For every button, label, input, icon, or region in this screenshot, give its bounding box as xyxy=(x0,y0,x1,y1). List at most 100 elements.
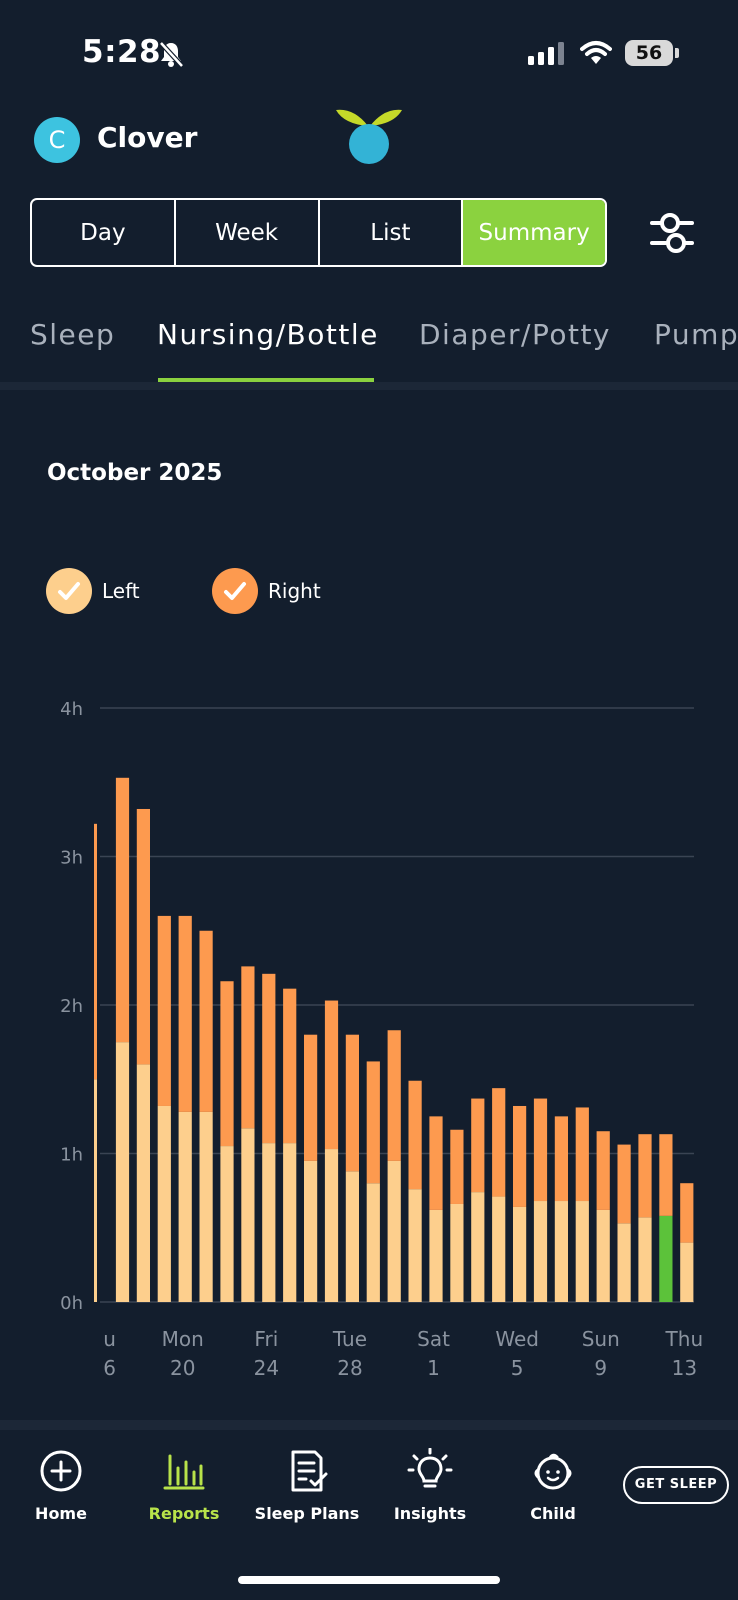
x-tick-date: 20 xyxy=(170,1356,195,1380)
nav-reports-label: Reports xyxy=(148,1504,220,1523)
bar-left xyxy=(262,1143,276,1302)
bar-left xyxy=(178,1111,192,1302)
y-tick-label: 4h xyxy=(60,700,83,720)
tab-sleep[interactable]: Sleep xyxy=(30,318,116,351)
bar-right xyxy=(471,1098,485,1193)
check-icon xyxy=(224,582,246,600)
x-tick-date: 5 xyxy=(511,1356,524,1380)
segment-day[interactable]: Day xyxy=(32,200,176,265)
bar-right xyxy=(199,930,213,1112)
bar-right xyxy=(157,915,171,1106)
get-sleep-button[interactable]: GET SLEEP xyxy=(623,1466,729,1504)
nav-reports[interactable]: Reports xyxy=(124,1448,244,1523)
segment-week[interactable]: Week xyxy=(176,200,320,265)
bar-right xyxy=(220,981,234,1147)
bar-right xyxy=(136,808,150,1065)
nav-divider xyxy=(0,1420,738,1430)
status-time: 5:28 xyxy=(82,34,162,70)
y-tick-label: 3h xyxy=(60,848,83,869)
y-tick-label: 1h xyxy=(60,1145,83,1166)
segment-summary[interactable]: Summary xyxy=(463,200,605,265)
bar-right xyxy=(387,1030,401,1161)
nav-insights-label: Insights xyxy=(393,1504,467,1523)
reports-icon xyxy=(163,1454,205,1490)
x-tick-date: 6 xyxy=(103,1356,116,1380)
x-tick-day: Sat xyxy=(417,1327,450,1351)
bar-left xyxy=(136,1064,150,1302)
bar-right xyxy=(366,1061,380,1184)
child-avatar[interactable]: C xyxy=(34,117,80,163)
wifi-icon xyxy=(580,41,612,64)
x-tick-day: u xyxy=(103,1327,116,1351)
bar-right xyxy=(513,1105,527,1207)
x-tick-date: 1 xyxy=(427,1356,440,1380)
bar-left xyxy=(617,1223,631,1302)
bar-right xyxy=(450,1129,464,1204)
bar-left xyxy=(387,1160,401,1302)
bar-left xyxy=(680,1242,694,1302)
bar-right xyxy=(617,1144,631,1224)
bar-left xyxy=(492,1196,506,1302)
bar-right xyxy=(596,1131,610,1210)
bar-left xyxy=(324,1149,339,1302)
nav-sleep-plans-label: Sleep Plans xyxy=(254,1504,360,1523)
nav-insights[interactable]: Insights xyxy=(370,1447,490,1523)
bar-right xyxy=(178,915,192,1112)
bar-left xyxy=(429,1209,443,1302)
bar-right xyxy=(659,1134,673,1216)
bar-right xyxy=(429,1116,443,1210)
bar-left xyxy=(241,1128,255,1302)
month-label: October 2025 xyxy=(47,460,223,486)
bar-left xyxy=(345,1171,359,1302)
bar-left xyxy=(513,1206,527,1302)
check-icon xyxy=(58,582,80,600)
nav-home[interactable]: Home xyxy=(1,1448,121,1523)
x-tick-day: Mon xyxy=(162,1327,204,1351)
x-tick-day: Fri xyxy=(254,1327,278,1351)
child-name[interactable]: Clover xyxy=(97,121,198,154)
segment-list[interactable]: List xyxy=(320,200,464,265)
bar-left xyxy=(366,1183,380,1302)
bar-right xyxy=(283,988,297,1144)
bar-right xyxy=(241,966,255,1129)
bell-muted-icon xyxy=(159,41,184,68)
bar-left xyxy=(283,1143,297,1302)
bar-left xyxy=(115,1042,130,1302)
bar-right xyxy=(345,1034,359,1172)
bar-right xyxy=(638,1134,652,1218)
x-tick-date: 9 xyxy=(594,1356,607,1380)
x-tick-date: 13 xyxy=(672,1356,697,1380)
app-logo-icon xyxy=(336,109,402,164)
bar-right xyxy=(115,777,130,1043)
legend-right-toggle[interactable] xyxy=(212,568,258,614)
tab-nursing-bottle[interactable]: Nursing/Bottle xyxy=(157,318,379,351)
bar-right xyxy=(492,1088,506,1197)
tab-pump[interactable]: Pump xyxy=(654,318,738,351)
x-tick-date: 24 xyxy=(254,1356,279,1380)
bar-left xyxy=(94,1079,97,1302)
cellular-signal-icon xyxy=(528,42,564,65)
bar-right xyxy=(304,1034,318,1161)
y-tick-label: 0h xyxy=(60,1293,83,1314)
bar-left xyxy=(554,1201,568,1302)
legend-left-toggle[interactable] xyxy=(46,568,92,614)
bar-right xyxy=(533,1098,548,1202)
bar-left xyxy=(450,1203,464,1302)
bar-right xyxy=(324,1000,339,1150)
bar-right xyxy=(94,823,97,1080)
bar-left xyxy=(638,1217,652,1302)
x-tick-day: Tue xyxy=(332,1327,367,1351)
battery-nub xyxy=(675,48,679,58)
filter-settings-icon[interactable] xyxy=(650,211,696,255)
tab-divider xyxy=(0,382,738,390)
bar-left xyxy=(304,1160,318,1302)
nav-home-label: Home xyxy=(35,1504,87,1523)
nav-sleep-plans[interactable]: Sleep Plans xyxy=(247,1448,367,1523)
view-mode-segmented-control: Day Week List Summary xyxy=(30,198,607,267)
tab-diaper-potty[interactable]: Diaper/Potty xyxy=(419,318,611,351)
x-tick-day: Wed xyxy=(495,1327,539,1351)
nav-child[interactable]: Child xyxy=(493,1448,613,1523)
bar-left xyxy=(471,1192,485,1302)
bar-left xyxy=(408,1189,422,1302)
bar-left xyxy=(533,1201,548,1302)
